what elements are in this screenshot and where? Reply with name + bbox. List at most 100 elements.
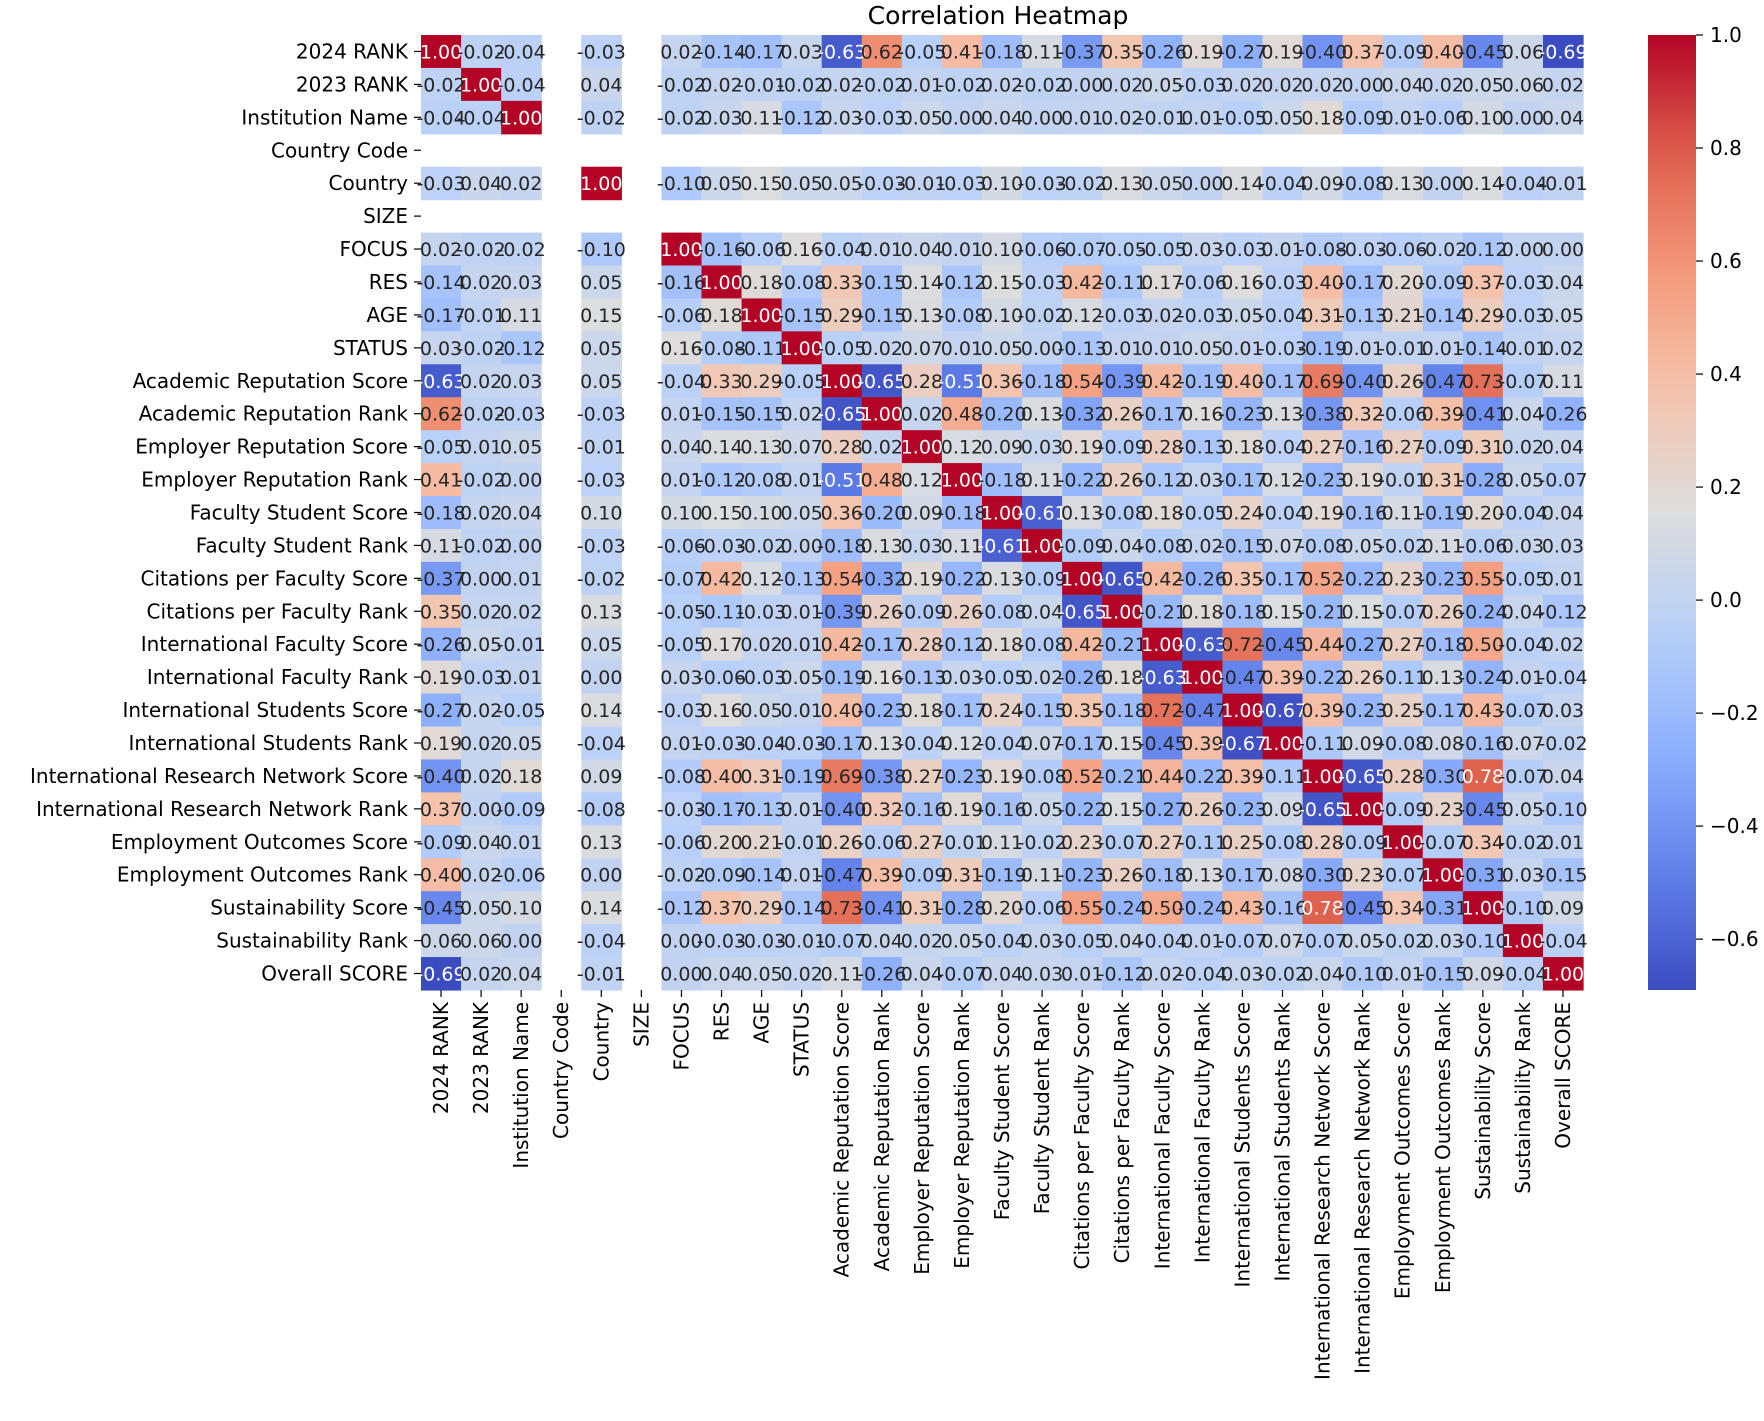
heatmap-cell [781, 924, 823, 958]
heatmap-cell [461, 67, 502, 102]
heatmap-cell [1342, 957, 1384, 991]
cell-value-label: -0.01 [577, 964, 626, 986]
heatmap-cell [1382, 792, 1424, 826]
cell-value-label: -0.24 [1458, 667, 1507, 689]
cell-value-label: 0.35 [1221, 568, 1263, 590]
cell-value-label: -0.08 [1018, 766, 1067, 788]
cell-value-label: -0.16 [977, 799, 1026, 821]
cell-value-label: 0.10 [500, 898, 542, 920]
heatmap-cell [1062, 891, 1103, 925]
cell-value-label: -0.10 [1338, 964, 1387, 986]
cell-value-label: -0.04 [1258, 173, 1307, 195]
heatmap-cell [1382, 759, 1424, 793]
heatmap-cell [661, 792, 703, 826]
heatmap-cell [1262, 364, 1304, 398]
heatmap-cell [1142, 67, 1183, 102]
heatmap-cell [821, 364, 863, 398]
heatmap-cell [1102, 627, 1143, 662]
cell-value-label: 0.03 [781, 41, 823, 63]
heatmap-cell [981, 693, 1023, 728]
cell-value-label: 0.11 [1422, 535, 1464, 557]
heatmap-cell [1382, 726, 1424, 761]
cell-value-label: -0.03 [657, 799, 706, 821]
heatmap-cell [821, 528, 863, 563]
heatmap-cell [1102, 397, 1143, 431]
cell-value-label: 0.19 [981, 766, 1023, 788]
cell-value-label: 0.05 [1181, 338, 1223, 360]
cell-value-label: 0.33 [700, 371, 742, 393]
cell-value-label: 0.28 [1141, 437, 1183, 459]
heatmap-cell [1062, 792, 1103, 826]
heatmap-cell [501, 496, 542, 530]
cell-value-label: 0.01 [1141, 338, 1183, 360]
colorbar: 1.00.80.60.40.20.0−0.2−0.4−0.6 [1648, 23, 1759, 990]
cell-value-label: -0.02 [1418, 239, 1467, 261]
heatmap-cell [661, 660, 703, 695]
heatmap-cell [1142, 759, 1183, 793]
heatmap-cell [981, 825, 1023, 859]
cell-value-label: 0.01 [781, 634, 823, 656]
heatmap-cell [1142, 496, 1183, 530]
heatmap-cell [1462, 957, 1504, 991]
heatmap-cell [461, 693, 502, 728]
y-tick-label: Citations per Faculty Rank [147, 599, 409, 623]
cell-value-label: 0.19 [1181, 41, 1223, 63]
heatmap-cell [1462, 660, 1504, 695]
cell-value-label: 0.05 [1462, 74, 1504, 96]
heatmap-cell [1462, 561, 1504, 596]
cell-value-label: 0.31 [941, 865, 983, 887]
heatmap-cell [1222, 561, 1264, 596]
cell-value-label: -0.17 [1138, 404, 1187, 426]
heatmap-cell [1062, 35, 1103, 69]
cell-value-label: -0.40 [416, 766, 465, 788]
heatmap-cell [701, 463, 743, 497]
cell-value-label: -0.01 [937, 832, 986, 854]
heatmap-cell [741, 957, 783, 991]
heatmap-cell [901, 397, 943, 431]
heatmap-cell [581, 891, 622, 925]
heatmap-cell [1222, 693, 1264, 728]
cell-value-label: 0.11 [1021, 865, 1063, 887]
y-tick-label: International Students Rank [129, 731, 409, 755]
heatmap-cell [1542, 594, 1584, 629]
heatmap-cell [581, 759, 622, 793]
cell-value-label: -0.11 [1298, 733, 1347, 755]
cell-value-label: 0.05 [781, 667, 823, 689]
heatmap-cell [1182, 232, 1223, 267]
cell-value-label: 0.48 [941, 404, 983, 426]
heatmap-cell [1022, 594, 1063, 629]
cell-value-label: 0.05 [1502, 799, 1544, 821]
heatmap-cell [981, 298, 1023, 332]
cell-value-label: -0.61 [977, 535, 1026, 557]
y-tick-label: Faculty Student Score [190, 500, 408, 524]
cell-value-label: 0.26 [941, 601, 983, 623]
cell-value-label: -0.14 [1418, 305, 1467, 327]
cell-value-label: -0.16 [1338, 502, 1387, 524]
heatmap-cell [1542, 232, 1584, 267]
cell-value-label: 0.21 [1382, 305, 1424, 327]
heatmap-cell [1062, 67, 1103, 102]
heatmap-cell [461, 627, 502, 662]
heatmap-cell [461, 397, 502, 431]
heatmap-cell [1222, 496, 1264, 530]
heatmap-cell [821, 298, 863, 332]
heatmap-cell [1142, 397, 1183, 431]
cell-value-label: -0.03 [657, 700, 706, 722]
cell-value-label: 0.78 [1301, 898, 1343, 920]
cell-value-label: 0.01 [660, 404, 702, 426]
cell-value-label: 0.13 [740, 437, 782, 459]
cell-value-label: 0.73 [1462, 371, 1504, 393]
heatmap-cell [741, 364, 783, 398]
cell-value-label: 0.37 [1462, 272, 1504, 294]
cell-value-label: -0.26 [1178, 568, 1227, 590]
cell-value-label: 0.04 [1382, 74, 1424, 96]
cell-value-label: -0.22 [1298, 667, 1347, 689]
heatmap-cell [1502, 331, 1544, 365]
heatmap-cell [781, 528, 823, 563]
cell-value-label: -0.21 [1098, 634, 1147, 656]
cell-value-label: 0.35 [1061, 700, 1103, 722]
heatmap-cell [1502, 528, 1544, 563]
heatmap-cell [1062, 331, 1103, 365]
heatmap-cell [1342, 364, 1384, 398]
cell-value-label: 0.42 [821, 634, 863, 656]
